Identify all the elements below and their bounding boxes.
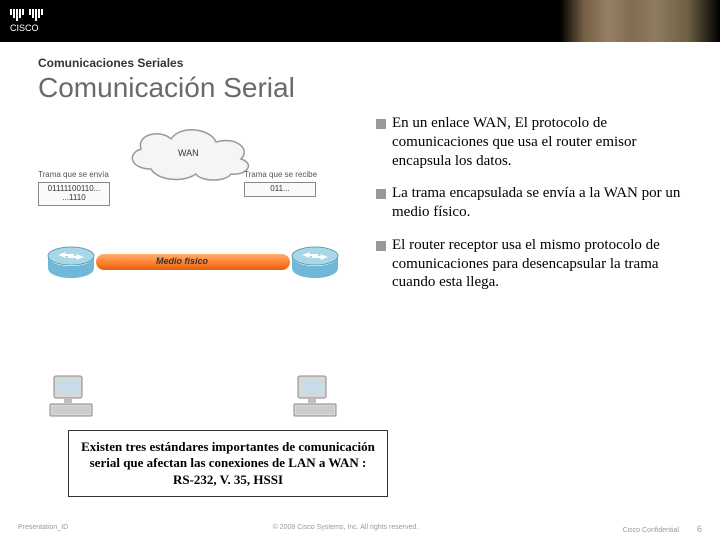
page-number: 6 [697,524,702,534]
body-row: WAN Trama que se envía Trama que se reci… [38,114,690,424]
footer: Presentation_ID © 2008 Cisco Systems, In… [0,524,720,534]
bullet-mark-icon [376,189,386,199]
header-strip: CISCO [0,0,720,42]
bullet-mark-icon [376,241,386,251]
text-column: En un enlace WAN, El protocolo de comuni… [356,114,690,424]
header-photo-strip [560,0,720,42]
logo-bars-icon [10,9,43,21]
footer-right: Cisco Confidential6 [623,524,702,534]
bullet-item: La trama encapsulada se envía a la WAN p… [376,184,690,222]
logo-text: CISCO [10,23,43,33]
data-box-right: 011... [244,182,316,197]
footer-center: © 2008 Cisco Systems, Inc. All rights re… [273,524,419,534]
bullet-item: El router receptor usa el mismo protocol… [376,236,690,292]
bullet-item: En un enlace WAN, El protocolo de comuni… [376,114,690,170]
diagram-column: WAN Trama que se envía Trama que se reci… [38,114,348,424]
router-sender-icon [46,244,96,280]
slide-content: Comunicaciones Seriales Comunicación Ser… [0,42,720,497]
breadcrumb: Comunicaciones Seriales [38,56,690,70]
data-box-left: 01111100110... ...1110 [38,182,110,206]
pc-right-icon [292,374,338,420]
pc-left-icon [48,374,94,420]
bullet-text: En un enlace WAN, El protocolo de comuni… [392,114,690,170]
frame-sent-label: Trama que se envía [38,170,109,179]
bullet-text: La trama encapsulada se envía a la WAN p… [392,184,690,222]
serial-wan-diagram: WAN Trama que se envía Trama que se reci… [38,114,348,424]
bullet-mark-icon [376,119,386,129]
frame-recv-label: Trama que se recibe [244,170,317,179]
physical-medium-label: Medio físico [156,256,208,266]
bullet-text: El router receptor usa el mismo protocol… [392,236,690,292]
callout-box: Existen tres estándares importantes de c… [68,430,388,497]
footer-left: Presentation_ID [18,524,68,534]
page-title: Comunicación Serial [38,72,690,104]
logo: CISCO [0,9,43,33]
wan-label: WAN [178,148,199,158]
router-receiver-icon [290,244,340,280]
